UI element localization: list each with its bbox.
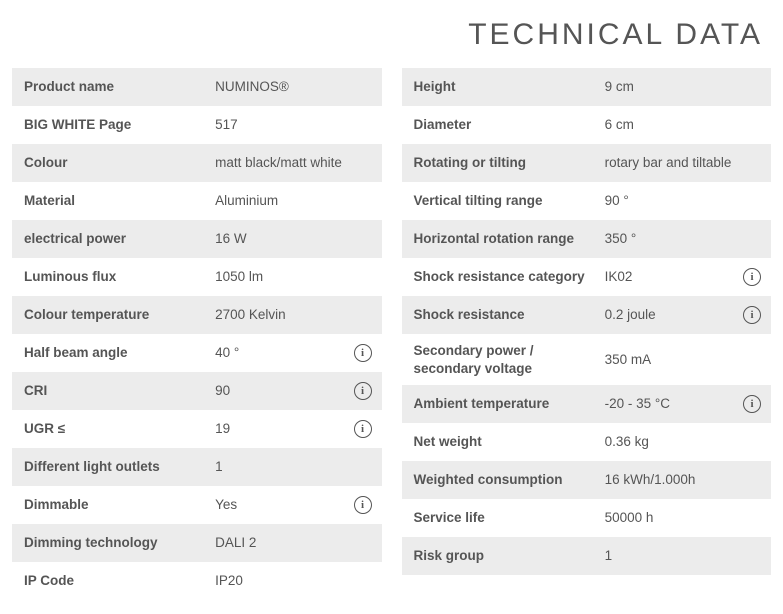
info-cell: i — [733, 268, 761, 286]
spec-value: 16 W — [215, 230, 343, 248]
spec-value: 0.2 joule — [605, 306, 733, 324]
info-icon[interactable]: i — [354, 382, 372, 400]
spec-label: Product name — [24, 78, 215, 96]
spec-row: Rotating or tiltingrotary bar and tiltab… — [402, 144, 772, 182]
spec-value: 1 — [605, 547, 733, 565]
spec-value: NUMINOS® — [215, 78, 343, 96]
spec-row: IP CodeIP20 — [12, 562, 382, 600]
spec-row: MaterialAluminium — [12, 182, 382, 220]
spec-row: Luminous flux1050 lm — [12, 258, 382, 296]
info-icon[interactable]: i — [743, 306, 761, 324]
spec-row: Diameter6 cm — [402, 106, 772, 144]
spec-label: Diameter — [414, 116, 605, 134]
spec-label: Different light outlets — [24, 458, 215, 476]
info-cell: i — [344, 344, 372, 362]
spec-label: Weighted consumption — [414, 471, 605, 489]
spec-row: DimmableYesi — [12, 486, 382, 524]
spec-row: Horizontal rotation range350 ° — [402, 220, 772, 258]
spec-row: Half beam angle40 ° i — [12, 334, 382, 372]
spec-value: 1050 lm — [215, 268, 343, 286]
info-icon[interactable]: i — [743, 395, 761, 413]
spec-label: Luminous flux — [24, 268, 215, 286]
spec-label: Horizontal rotation range — [414, 230, 605, 248]
spec-label: Shock resistance category — [414, 268, 605, 286]
spec-label: Half beam angle — [24, 344, 215, 362]
info-cell: i — [733, 395, 761, 413]
spec-row: Colourmatt black/matt white — [12, 144, 382, 182]
spec-value: rotary bar and tiltable — [605, 154, 733, 172]
spec-row: CRI90 i — [12, 372, 382, 410]
spec-value: 9 cm — [605, 78, 733, 96]
spec-label: Colour — [24, 154, 215, 172]
spec-value: 6 cm — [605, 116, 733, 134]
spec-row: Service life50000 h — [402, 499, 772, 537]
spec-value: 50000 h — [605, 509, 733, 527]
spec-label: Height — [414, 78, 605, 96]
spec-row: BIG WHITE Page517 — [12, 106, 382, 144]
spec-value: IK02 — [605, 268, 733, 286]
spec-label: Dimming technology — [24, 534, 215, 552]
spec-value: Yes — [215, 496, 343, 514]
spec-row: Different light outlets1 — [12, 448, 382, 486]
spec-row: Shock resistance0.2 joule i — [402, 296, 772, 334]
spec-label: electrical power — [24, 230, 215, 248]
spec-value: 350 mA — [605, 351, 733, 369]
spec-value: 16 kWh/1.000h — [605, 471, 733, 489]
info-icon[interactable]: i — [354, 496, 372, 514]
spec-label: Shock resistance — [414, 306, 605, 324]
spec-value: 0.36 kg — [605, 433, 733, 451]
spec-row: Secondary power / secondary voltage350 m… — [402, 334, 772, 385]
spec-label: Colour temperature — [24, 306, 215, 324]
spec-columns: Product nameNUMINOS®BIG WHITE Page517Col… — [0, 68, 783, 600]
spec-row: Vertical tilting range90 ° — [402, 182, 772, 220]
spec-label: CRI — [24, 382, 215, 400]
info-cell: i — [344, 496, 372, 514]
spec-row: Weighted consumption16 kWh/1.000h — [402, 461, 772, 499]
spec-row: UGR ≤19 i — [12, 410, 382, 448]
spec-row: Colour temperature2700 Kelvin — [12, 296, 382, 334]
spec-row: Shock resistance categoryIK02 i — [402, 258, 772, 296]
spec-label: Ambient temperature — [414, 395, 605, 413]
spec-value: IP20 — [215, 572, 343, 590]
spec-label: Net weight — [414, 433, 605, 451]
spec-row: Ambient temperature-20 - 35 °C i — [402, 385, 772, 423]
spec-value: DALI 2 — [215, 534, 343, 552]
spec-value: -20 - 35 °C — [605, 395, 733, 413]
spec-value: 40 ° — [215, 344, 343, 362]
spec-row: Dimming technologyDALI 2 — [12, 524, 382, 562]
info-icon[interactable]: i — [354, 420, 372, 438]
spec-label: Rotating or tilting — [414, 154, 605, 172]
spec-value: matt black/matt white — [215, 154, 343, 172]
spec-label: Dimmable — [24, 496, 215, 514]
spec-row: Height9 cm — [402, 68, 772, 106]
spec-row: Product nameNUMINOS® — [12, 68, 382, 106]
info-cell: i — [344, 382, 372, 400]
spec-row: Net weight0.36 kg — [402, 423, 772, 461]
spec-label: IP Code — [24, 572, 215, 590]
spec-label: Risk group — [414, 547, 605, 565]
info-icon[interactable]: i — [354, 344, 372, 362]
spec-label: Vertical tilting range — [414, 192, 605, 210]
info-cell: i — [344, 420, 372, 438]
spec-row: electrical power16 W — [12, 220, 382, 258]
spec-value: Aluminium — [215, 192, 343, 210]
spec-value: 2700 Kelvin — [215, 306, 343, 324]
spec-label: BIG WHITE Page — [24, 116, 215, 134]
spec-value: 90 — [215, 382, 343, 400]
spec-value: 90 ° — [605, 192, 733, 210]
info-icon[interactable]: i — [743, 268, 761, 286]
spec-value: 517 — [215, 116, 343, 134]
spec-label: Material — [24, 192, 215, 210]
spec-value: 1 — [215, 458, 343, 476]
spec-value: 19 — [215, 420, 343, 438]
spec-label: UGR ≤ — [24, 420, 215, 438]
spec-label: Service life — [414, 509, 605, 527]
spec-column-left: Product nameNUMINOS®BIG WHITE Page517Col… — [12, 68, 382, 600]
info-cell: i — [733, 306, 761, 324]
spec-label: Secondary power / secondary voltage — [414, 342, 605, 377]
page-title: TECHNICAL DATA — [0, 0, 783, 68]
spec-column-right: Height9 cmDiameter6 cmRotating or tiltin… — [402, 68, 772, 600]
spec-row: Risk group1 — [402, 537, 772, 575]
spec-value: 350 ° — [605, 230, 733, 248]
